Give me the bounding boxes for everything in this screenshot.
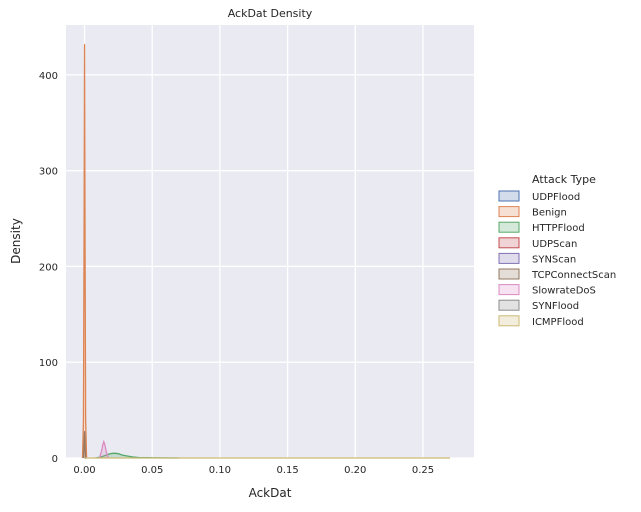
chart-title: AckDat Density	[228, 7, 313, 20]
legend-swatch-slowratedos	[498, 284, 520, 296]
x-tick-label: 0.15	[276, 465, 298, 476]
legend-swatch-udpscan	[498, 237, 520, 249]
legend-swatch-synflood	[498, 299, 520, 311]
x-tick-label: 0.10	[209, 465, 231, 476]
legend-label-udpscan: UDPScan	[532, 239, 577, 250]
legend-label-httpflood: HTTPFlood	[532, 223, 585, 234]
legend-swatch-benign	[498, 206, 520, 218]
series-line-tcpconnectscan	[82, 431, 87, 459]
legend-swatch-httpflood	[498, 221, 520, 233]
y-tick-label: 0	[52, 454, 58, 465]
legend-label-benign: Benign	[532, 208, 567, 219]
x-tick-label: 0.00	[73, 465, 95, 476]
legend-swatch-synscan	[498, 252, 520, 264]
legend-label-slowratedos: SlowrateDoS	[532, 286, 596, 297]
legend-label-synscan: SYNScan	[532, 254, 576, 265]
x-tick-label: 0.20	[344, 465, 366, 476]
x-axis-ticks: 0.00 0.05 0.10 0.15 0.20 0.25	[73, 465, 434, 476]
legend: Attack Type UDPFlood Benign HTTPFlood UDPSc…	[498, 173, 616, 328]
legend-title: Attack Type	[532, 173, 596, 186]
legend-swatch-tcpconnectscan	[498, 268, 520, 280]
series-line-benign	[81, 44, 88, 459]
series-line-slowratedos	[98, 439, 109, 459]
y-tick-label: 100	[39, 358, 58, 369]
y-axis-ticks: 0 100 200 300 400	[39, 71, 58, 465]
series-fill-slowratedos	[99, 441, 109, 458]
x-axis-label: AckDat	[249, 486, 292, 500]
legend-swatch-udpflood	[498, 190, 520, 202]
y-axis-label: Density	[9, 218, 23, 264]
legend-swatch-icmpflood	[498, 315, 520, 327]
series-layer	[81, 44, 451, 459]
x-tick-label: 0.25	[412, 465, 434, 476]
x-tick-label: 0.05	[141, 465, 163, 476]
legend-label-icmpflood: ICMPFlood	[532, 317, 584, 328]
legend-label-udpflood: UDPFlood	[532, 192, 580, 203]
y-tick-label: 300	[39, 167, 58, 178]
y-tick-label: 400	[39, 71, 58, 82]
series-fill-httpflood	[95, 453, 180, 458]
y-tick-label: 200	[39, 262, 58, 273]
legend-label-synflood: SYNFlood	[532, 301, 579, 312]
legend-label-tcpconnectscan: TCPConnectScan	[531, 270, 616, 281]
plot-background	[66, 25, 474, 458]
